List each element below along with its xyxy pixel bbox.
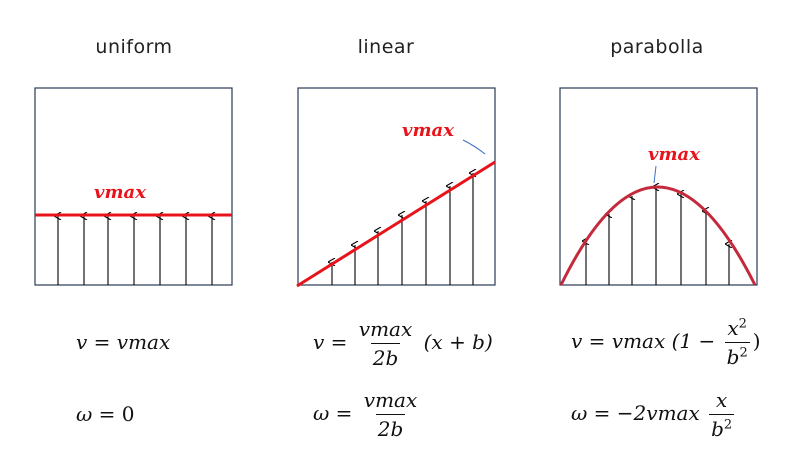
denominator-base: b: [726, 345, 740, 369]
frame: [559, 87, 758, 286]
eq-tail: (x + b): [423, 330, 493, 354]
eq-fraction: vmax 2b: [362, 388, 419, 441]
denominator-exponent: 2: [723, 417, 733, 433]
fraction-denominator: b2: [724, 342, 750, 369]
eq-lhs: v: [76, 330, 88, 354]
eq-fraction: x2 b2: [724, 316, 750, 369]
parabola-profile-diagram: vmax: [559, 87, 758, 286]
eq-equals: =: [588, 329, 612, 353]
eq-equals: =: [93, 330, 117, 354]
denominator-base: b: [711, 417, 724, 441]
fraction-denominator: 2b: [370, 343, 401, 370]
uniform-omega-equation: ω = 0: [76, 402, 135, 426]
title-parabola: parabolla: [610, 36, 704, 58]
eq-fraction: vmax 2b: [357, 317, 414, 370]
fraction-numerator: vmax: [363, 388, 418, 412]
title-uniform: uniform: [95, 36, 173, 58]
velocity-arrows: [586, 187, 729, 285]
parabola-velocity-equation: v = vmax (1 − x2 b2 ): [571, 316, 761, 369]
eq-pre: −2vmax: [616, 401, 700, 425]
eq-equals: =: [98, 402, 122, 426]
parabola-omega-equation: ω = −2vmax x b2: [571, 388, 737, 441]
denominator-exponent: 2: [739, 345, 748, 361]
eq-lhs: v: [313, 330, 325, 354]
vmax-label: vmax: [402, 120, 454, 141]
vmax-label: vmax: [648, 144, 700, 165]
eq-equals: =: [335, 401, 359, 425]
eq-lhs: ω: [76, 402, 93, 426]
eq-lhs: ω: [571, 401, 588, 425]
parabolic-profile-curve: [559, 185, 757, 286]
eq-pre: vmax (1 −: [611, 329, 716, 353]
linear-velocity-equation: v = vmax 2b (x + b): [313, 317, 493, 370]
fraction-numerator: x: [716, 388, 728, 412]
vmax-leader-line: [653, 165, 657, 184]
eq-lhs: ω: [313, 401, 330, 425]
fraction-numerator: x2: [725, 316, 749, 342]
title-linear: linear: [357, 36, 415, 58]
linear-omega-equation: ω = vmax 2b: [313, 388, 422, 441]
eq-lhs: v: [571, 329, 583, 353]
linear-profile-diagram: vmax: [296, 87, 496, 288]
fraction-denominator: b2: [709, 414, 735, 441]
fraction-numerator: vmax: [358, 317, 413, 341]
uniform-velocity-equation: v = vmax: [76, 330, 170, 354]
eq-tail: ): [752, 329, 761, 353]
vmax-leader-line: [462, 139, 486, 155]
numerator-base: x: [727, 316, 739, 340]
frame: [297, 87, 496, 286]
eq-fraction: x b2: [709, 388, 735, 441]
linear-profile-line: [296, 160, 496, 288]
velocity-arrows: [58, 216, 212, 285]
vmax-label: vmax: [94, 182, 146, 203]
eq-equals: =: [330, 330, 354, 354]
fraction-denominator: 2b: [375, 414, 406, 441]
eq-rhs: vmax: [116, 330, 171, 354]
eq-rhs: 0: [121, 402, 135, 426]
eq-equals: =: [593, 401, 617, 425]
numerator-exponent: 2: [738, 316, 747, 332]
uniform-profile-diagram: vmax: [34, 87, 233, 286]
